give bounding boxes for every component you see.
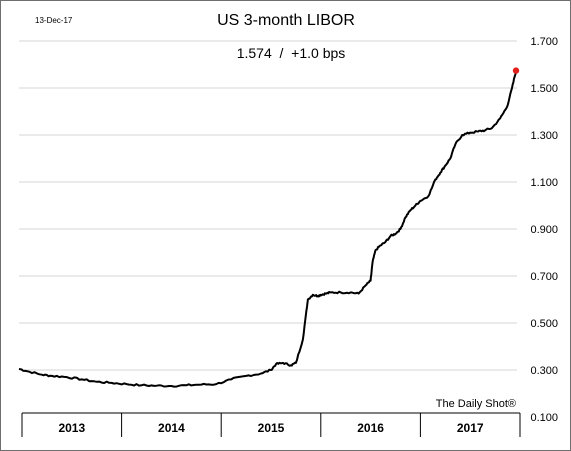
- latest-value-marker: [512, 67, 520, 74]
- libor-series-line: [18, 70, 517, 388]
- y-tick-label: 1.500: [530, 83, 558, 95]
- y-tick-label: 0.100: [530, 412, 558, 424]
- x-tick-label: 2016: [357, 421, 384, 435]
- y-tick-label: 0.500: [530, 318, 558, 330]
- x-tick-label: 2015: [258, 421, 285, 435]
- date-label: 13-Dec-17: [35, 16, 73, 25]
- x-axis: 2013 2014 2015 2016 2017: [21, 412, 521, 437]
- y-tick-label: 1.300: [530, 130, 558, 142]
- y-tick-label: 0.700: [530, 271, 558, 283]
- x-tick-label: 2017: [457, 421, 484, 435]
- y-tick-label: 0.300: [530, 365, 558, 377]
- x-tick-label: 2013: [58, 421, 85, 435]
- chart-subtitle: 1.574 / +1.0 bps: [237, 45, 346, 61]
- y-tick-label: 1.100: [530, 177, 558, 189]
- y-tick-label: 0.900: [530, 224, 558, 236]
- y-axis-tick-labels: 0.100 0.300 0.500 0.700 0.900 1.100 1.300 1.500…: [530, 36, 558, 424]
- gridlines: [19, 40, 517, 371]
- series-layer: [18, 67, 520, 388]
- y-tick-label: 1.700: [530, 36, 558, 48]
- source-label: The Daily Shot®: [436, 398, 516, 410]
- x-tick-label: 2014: [158, 421, 185, 435]
- chart-title: US 3-month LIBOR: [217, 12, 355, 29]
